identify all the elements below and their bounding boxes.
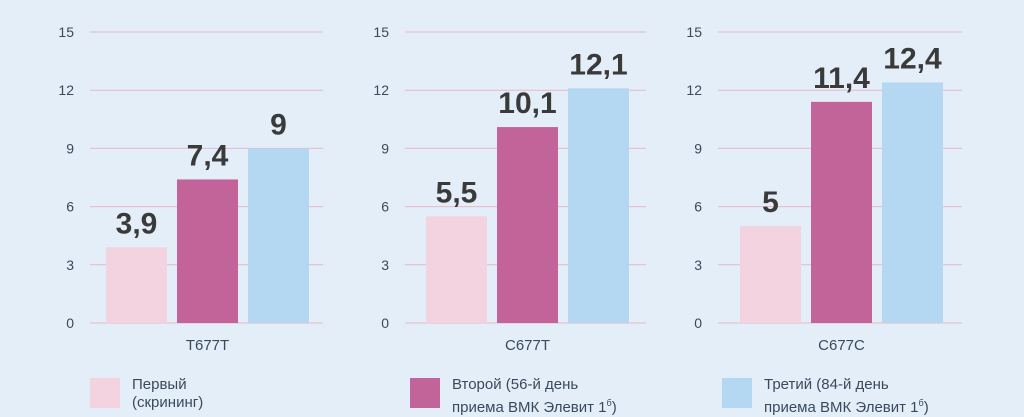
- bar-3: [568, 88, 629, 323]
- y-tick-label: 3: [694, 257, 702, 273]
- data-label: 12,1: [569, 48, 627, 81]
- legend-item-first: Первый (скрининг): [90, 376, 203, 412]
- y-tick-label: 3: [381, 257, 389, 273]
- data-label: 7,4: [187, 139, 229, 172]
- legend-second-line2: приема ВМК Элевит 1: [452, 399, 607, 416]
- bar-3: [882, 82, 943, 323]
- legend-third-line2: приема ВМК Элевит 1: [764, 399, 919, 416]
- legend-second-line1: Второй (56-й день: [452, 376, 579, 393]
- legend-swatch-first: [90, 378, 120, 408]
- y-tick-label: 12: [58, 82, 74, 98]
- legend-first-line2: (скрининг): [132, 394, 204, 411]
- x-category-label: C677C: [818, 337, 865, 354]
- bar-1: [740, 226, 801, 323]
- data-label: 9: [270, 108, 287, 141]
- data-label: 5: [762, 186, 779, 219]
- data-label: 11,4: [813, 62, 870, 95]
- x-category-label: T677T: [186, 337, 229, 354]
- legend-swatch-second: [410, 378, 440, 408]
- y-tick-label: 9: [66, 140, 74, 156]
- bar-2: [177, 179, 238, 323]
- y-tick-label: 9: [381, 140, 389, 156]
- legend-item-second: Второй (56-й день приема ВМК Элевит 1б): [410, 376, 617, 417]
- y-tick-label: 3: [66, 257, 74, 273]
- charts-area: 0 3 6 9 12 15 3,9 7,4 9 T677T 0 3 6 9 12 15 5,5 10,1 12,1 C…: [58, 24, 962, 354]
- bar-1: [426, 216, 487, 323]
- legend-label-third: Третий (84-й день приема ВМК Элевит 1б): [764, 376, 929, 417]
- y-tick-label: 12: [373, 82, 389, 98]
- legend-swatch-third: [722, 378, 752, 408]
- legend-first-line1: Первый: [132, 376, 187, 393]
- legend-third-line1: Третий (84-й день: [764, 376, 889, 393]
- legend-item-third: Третий (84-й день приема ВМК Элевит 1б): [722, 376, 929, 417]
- legend-label-second: Второй (56-й день приема ВМК Элевит 1б): [452, 376, 617, 417]
- legend-second-sup: б: [606, 398, 612, 408]
- bar-2: [497, 127, 558, 323]
- y-tick-label: 6: [694, 199, 702, 215]
- legend-third-tail: ): [923, 399, 929, 416]
- legend-third-sup: б: [918, 398, 924, 408]
- data-label: 10,1: [498, 87, 556, 120]
- y-tick-label: 0: [66, 315, 74, 331]
- y-tick-label: 9: [694, 140, 702, 156]
- y-tick-label: 6: [66, 199, 74, 215]
- data-label: 12,4: [883, 42, 942, 75]
- y-tick-label: 0: [381, 315, 389, 331]
- bar-1: [106, 247, 167, 323]
- legend-label-first: Первый (скрининг): [132, 376, 203, 412]
- y-tick-label: 15: [686, 24, 702, 40]
- data-label: 3,9: [116, 207, 158, 240]
- y-tick-label: 0: [694, 315, 702, 331]
- y-tick-label: 12: [686, 82, 702, 98]
- y-tick-label: 15: [373, 24, 389, 40]
- y-tick-label: 15: [58, 24, 74, 40]
- x-category-label: C677T: [505, 337, 550, 354]
- y-tick-label: 6: [381, 199, 389, 215]
- legend-second-tail: ): [611, 399, 617, 416]
- bar-2: [811, 101, 872, 323]
- data-label: 5,5: [436, 176, 478, 209]
- bar-3: [248, 148, 309, 323]
- legend: Первый (скрининг) Второй (56-й день приема…: [0, 372, 1024, 416]
